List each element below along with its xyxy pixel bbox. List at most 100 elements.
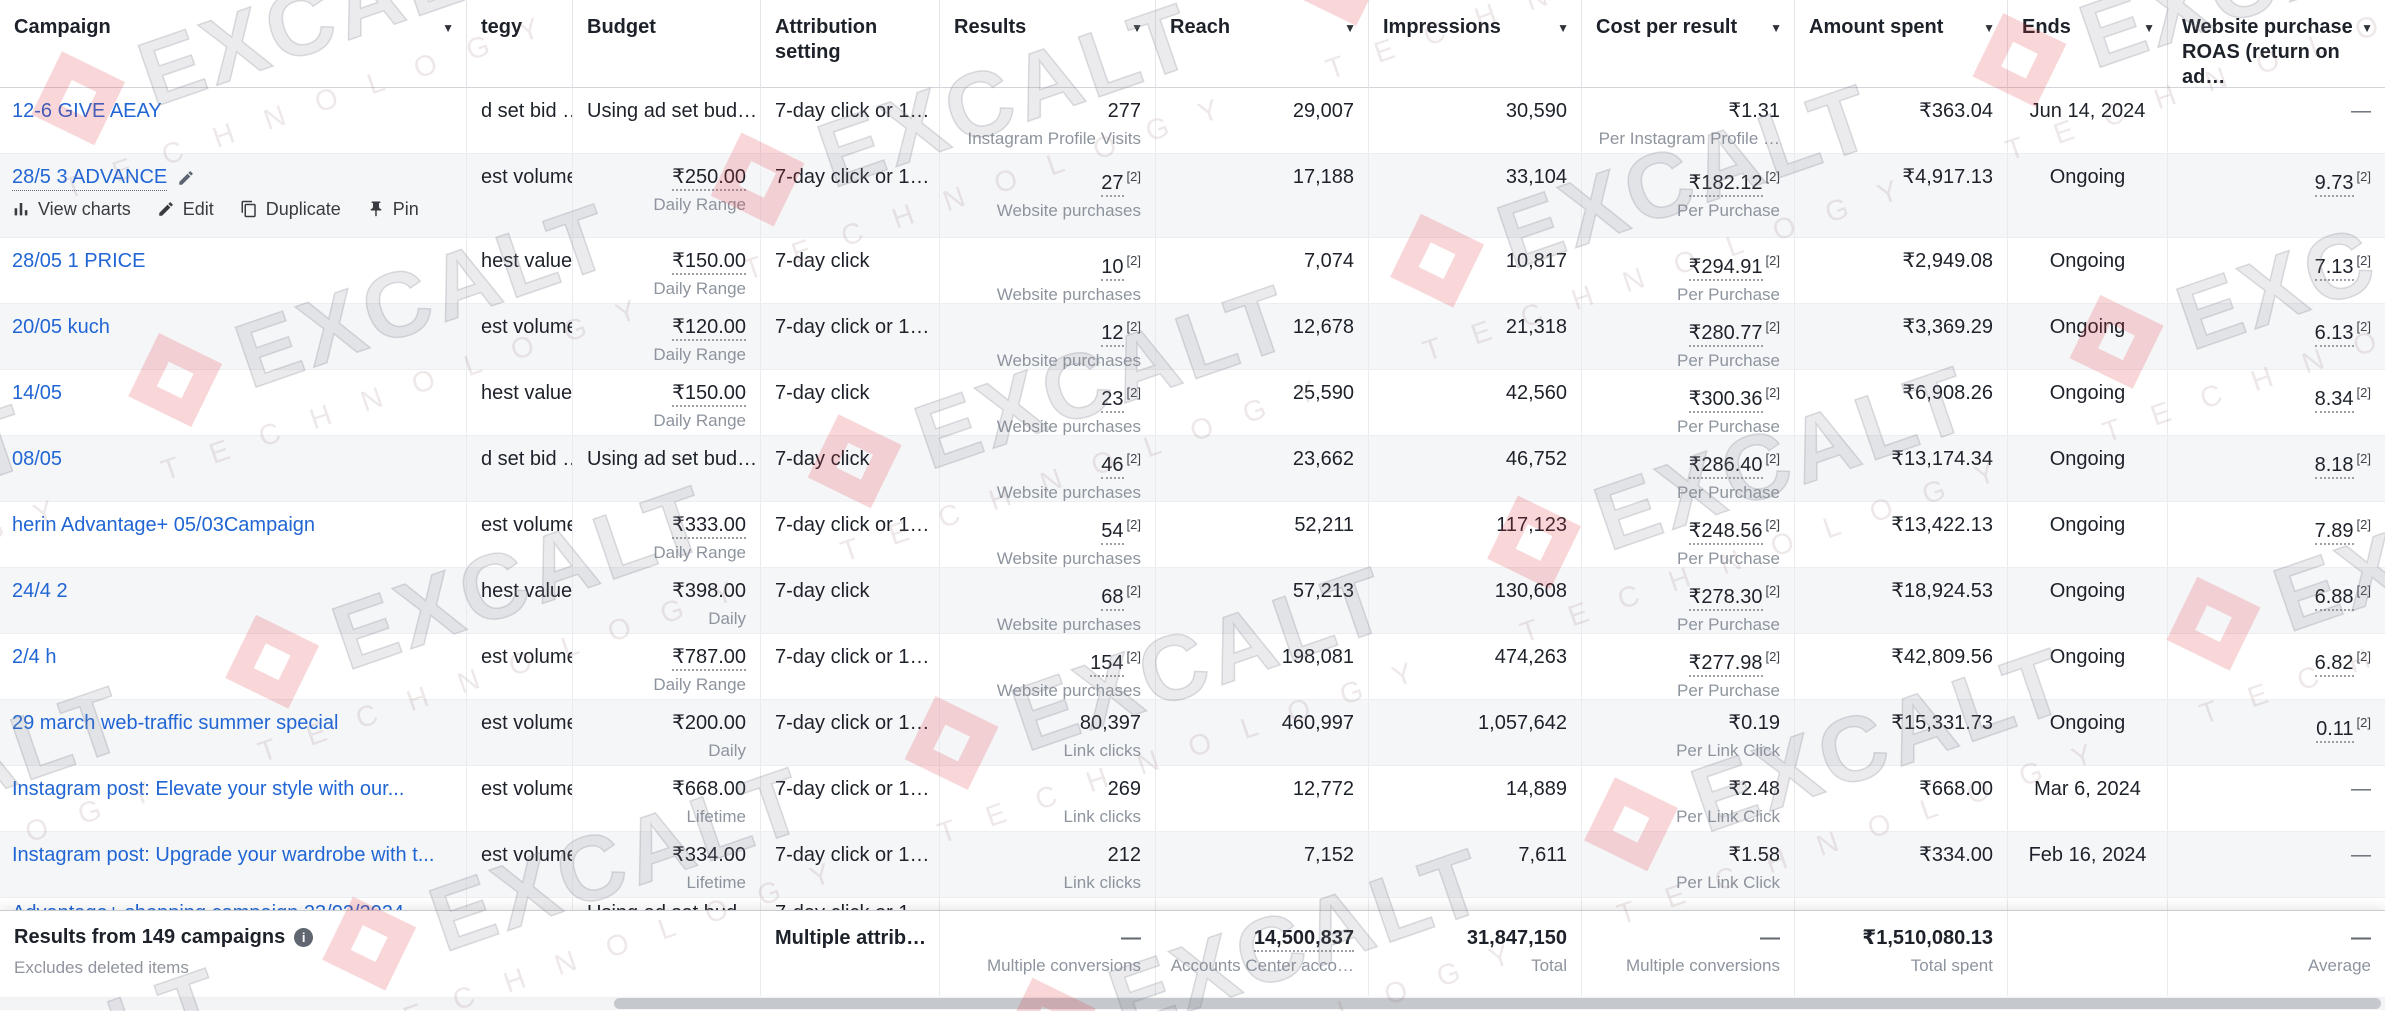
column-header-budget: Budget [573, 0, 761, 88]
edit-button[interactable]: Edit [157, 199, 214, 219]
cell-ends [2008, 898, 2168, 910]
cell-bid-strategy: est volume [467, 502, 573, 567]
website-purchase-roas-value[interactable]: 6.82 [2314, 651, 2354, 677]
edit-button-label: Edit [182, 199, 214, 219]
budget-value[interactable]: ₹333.00 [672, 514, 746, 539]
cost-per-result-value[interactable]: ₹278.30 [1688, 585, 1763, 611]
cost-per-result-value[interactable]: ₹300.36 [1688, 387, 1763, 413]
campaign-link[interactable]: 29 march web-traffic summer special [12, 712, 339, 734]
duplicate-button[interactable]: Duplicate [240, 199, 341, 219]
bid-strategy-value: hest value [481, 382, 573, 404]
campaign-link[interactable]: 28/05 1 PRICE [12, 250, 146, 272]
cost-per-result-value[interactable]: ₹286.40 [1688, 453, 1763, 479]
results-value[interactable]: 10 [1101, 255, 1124, 281]
column-header-cost-per-result[interactable]: Cost per result ▼ [1582, 0, 1795, 88]
reach-total-value[interactable]: 14,500,837 [1253, 927, 1354, 952]
ends-value: Jun 14, 2024 [2029, 100, 2146, 122]
website-purchase-roas-value[interactable]: 9.73 [2314, 171, 2354, 197]
budget-value[interactable]: ₹787.00 [672, 646, 746, 671]
summary-cell-roas: — Average [2168, 911, 2385, 996]
table-body: 12-6 GIVE AEAY d set bid … Using ad set bu… [0, 88, 2385, 910]
campaign-link[interactable]: 2/4 h [12, 646, 57, 668]
bid-strategy-value: est volume [481, 778, 573, 800]
results-total-label: Multiple conversions [986, 956, 1141, 975]
cost-per-result-value[interactable]: ₹277.98 [1688, 651, 1763, 677]
bid-strategy-value: est volume [481, 712, 573, 734]
cell-attribution-setting: 7-day click or 1… [761, 898, 940, 910]
website-purchase-roas-value[interactable]: 6.13 [2314, 321, 2354, 347]
campaign-link[interactable]: Instagram post: Upgrade your wardrobe wi… [12, 844, 435, 866]
column-header-impressions[interactable]: Impressions ▼ [1369, 0, 1582, 88]
cell-cost-per-result: ₹248.56 [2] Per Purchase [1582, 502, 1795, 567]
campaign-link[interactable]: herin Advantage+ 05/03Campaign [12, 514, 316, 536]
cost-per-result-value[interactable]: ₹280.77 [1688, 321, 1763, 347]
campaign-link[interactable]: 20/05 kuch [12, 316, 110, 338]
spent-total-value: ₹1,510,080.13 [1862, 927, 1993, 949]
sort-arrow-icon: ▼ [1557, 21, 1569, 35]
pin-button[interactable]: Pin [367, 199, 419, 219]
column-header-reach[interactable]: Reach ▼ [1156, 0, 1369, 88]
results-value[interactable]: 154 [1090, 651, 1124, 677]
column-header-campaign[interactable]: Campaign ▼ [0, 0, 467, 88]
campaign-link[interactable]: Advantage+ shopping campaign 23/02/2024 [12, 901, 404, 910]
budget-value[interactable]: ₹150.00 [672, 382, 746, 407]
cost-per-result-value[interactable]: ₹182.12 [1688, 171, 1763, 197]
website-purchase-roas-value[interactable]: 7.13 [2314, 255, 2354, 281]
horizontal-scrollbar[interactable] [0, 996, 2385, 1011]
table-row: 14/05 hest value ₹150.00 Daily Range 7-day c… [0, 370, 2385, 436]
cell-impressions: 30,590 [1369, 88, 1582, 153]
ends-value: Ongoing [2049, 712, 2126, 734]
reach-value: 7,152 [1303, 844, 1354, 866]
budget-value: ₹398.00 [672, 580, 746, 602]
results-value[interactable]: 46 [1101, 453, 1124, 479]
results-value[interactable]: 23 [1101, 387, 1124, 413]
impressions-value: 42,560 [1505, 382, 1567, 404]
campaign-link[interactable]: Instagram post: Elevate your style with … [12, 778, 405, 800]
campaign-link[interactable]: 08/05 [12, 448, 63, 470]
cell-cost-per-result: ₹0.19 Per Link Click [1582, 700, 1795, 765]
campaign-link[interactable]: 28/5 3 ADVANCE [12, 165, 168, 191]
cell-results: 54 [2] Website purchases [940, 502, 1156, 567]
cost-per-result-value[interactable]: ₹248.56 [1688, 519, 1763, 545]
cell-results: 212 Link clicks [940, 832, 1156, 897]
column-header-results[interactable]: Results ▼ [940, 0, 1156, 88]
budget-value[interactable]: ₹150.00 [672, 250, 746, 275]
summary-title: Results from 149 campaigns [14, 926, 286, 948]
cost-per-result-sublabel: Per Purchase [1677, 200, 1780, 220]
website-purchase-roas-value[interactable]: 6.88 [2314, 585, 2354, 611]
impressions-value: 30,590 [1505, 100, 1567, 122]
cell-cost-per-result: ₹280.77 [2] Per Purchase [1582, 304, 1795, 369]
budget-value[interactable]: ₹250.00 [672, 166, 746, 191]
website-purchase-roas-value[interactable]: 8.18 [2314, 453, 2354, 479]
cell-ends: Feb 16, 2024 [2008, 832, 2168, 897]
edit-pencil-icon[interactable] [177, 169, 195, 187]
results-value[interactable]: 27 [1101, 171, 1124, 197]
website-purchase-roas-value[interactable]: 8.34 [2314, 387, 2354, 413]
budget-value: ₹668.00 [672, 778, 746, 800]
budget-sublabel: Daily Range [653, 543, 746, 562]
amount-spent-value: ₹13,422.13 [1891, 514, 1993, 536]
campaign-link[interactable]: 24/4 2 [12, 580, 68, 602]
column-header-website-purchase-roas[interactable]: Website purchase ROAS (return on ad… ▼ [2168, 0, 2385, 88]
budget-value[interactable]: ₹120.00 [672, 316, 746, 341]
cell-website-purchase-roas: 6.82 [2] [2168, 634, 2385, 699]
impressions-value: 1,057,642 [1478, 712, 1567, 734]
results-value[interactable]: 12 [1101, 321, 1124, 347]
view-charts-button[interactable]: View charts [12, 199, 131, 219]
cost-per-result-superscript: [2] [1765, 517, 1780, 532]
cost-per-result-value[interactable]: ₹294.91 [1688, 255, 1763, 281]
campaign-link[interactable]: 14/05 [12, 382, 63, 404]
column-header-ends[interactable]: Ends ▼ [2008, 0, 2168, 88]
sort-arrow-icon: ▼ [442, 21, 454, 35]
results-value[interactable]: 68 [1101, 585, 1124, 611]
scrollbar-thumb[interactable] [614, 998, 2381, 1009]
column-header-amount-spent[interactable]: Amount spent ▼ [1795, 0, 2008, 88]
results-value: 212 [1107, 844, 1141, 866]
website-purchase-roas-value[interactable]: 0.11 [2316, 717, 2354, 743]
website-purchase-roas-value[interactable]: 7.89 [2314, 519, 2354, 545]
campaign-link[interactable]: 12-6 GIVE AEAY [12, 100, 162, 122]
cost-total-value: — [1760, 927, 1780, 949]
info-icon[interactable]: i [294, 928, 314, 947]
cell-budget: Using ad set bud… [573, 436, 761, 501]
results-value[interactable]: 54 [1101, 519, 1124, 545]
